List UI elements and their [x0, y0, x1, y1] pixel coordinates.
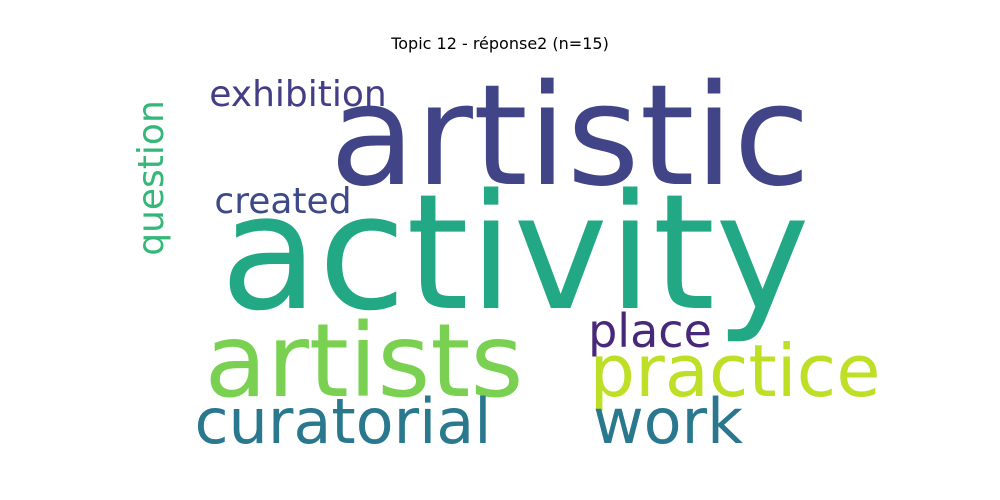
- word-work: work: [593, 385, 743, 458]
- word-artists: artists: [204, 302, 523, 421]
- word-activity: activity: [220, 159, 810, 346]
- word-artistic: artistic: [330, 55, 811, 218]
- word-exhibition: exhibition: [209, 74, 386, 115]
- word-curatorial: curatorial: [194, 385, 491, 458]
- word-place: place: [588, 304, 712, 358]
- word-created: created: [214, 181, 351, 222]
- figure-title: Topic 12 - réponse2 (n=15): [391, 34, 609, 53]
- word-practice: practice: [589, 329, 880, 413]
- word-question: question: [131, 100, 172, 256]
